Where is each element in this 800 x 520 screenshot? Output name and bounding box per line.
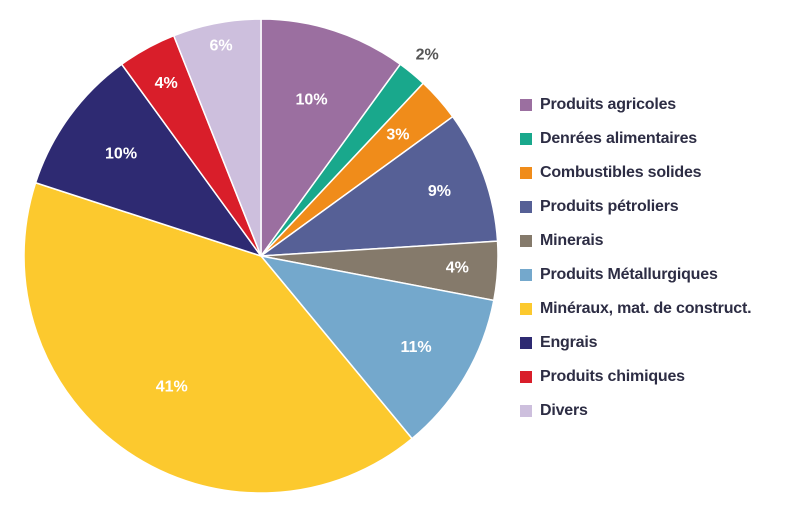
slice-value-label: 10%: [105, 146, 137, 163]
legend-swatch: [520, 269, 532, 281]
slice-value-label: 4%: [446, 260, 469, 277]
slice-value-label: 3%: [386, 127, 409, 144]
pie-slice: [172, 18, 262, 257]
legend-swatch: [520, 133, 532, 145]
legend-swatch: [520, 303, 532, 315]
legend-label: Produits agricoles: [540, 96, 676, 113]
legend-label: Divers: [540, 402, 588, 419]
legend-swatch: [520, 167, 532, 179]
pie-slice: [260, 18, 402, 259]
legend-label: Combustibles solides: [540, 164, 702, 181]
legend-swatch: [520, 337, 532, 349]
legend-item: Combustibles solides: [520, 156, 751, 190]
legend-label: Engrais: [540, 334, 598, 351]
legend-item: Denrées alimentaires: [520, 122, 751, 156]
legend-item: Produits chimiques: [520, 360, 751, 394]
legend-item: Minerais: [520, 224, 751, 258]
slice-value-label: 9%: [428, 183, 451, 200]
legend-label: Produits pétroliers: [540, 198, 679, 215]
pie-slice: [258, 115, 499, 257]
legend-item: Minéraux, mat. de construct.: [520, 292, 752, 326]
slice-value-label: 2%: [416, 46, 439, 63]
legend: Produits agricoles Denrées alimentaires Co…: [520, 88, 752, 428]
legend-label: Minéraux, mat. de construct.: [540, 300, 752, 317]
legend-item: Produits pétroliers: [520, 190, 751, 224]
pie-slice: [259, 254, 495, 440]
legend-swatch: [520, 201, 532, 213]
legend-label: Produits Métallurgiques: [540, 266, 718, 283]
slice-value-label: 11%: [400, 339, 431, 356]
legend-label: Denrées alimentaires: [540, 130, 697, 147]
slice-value-label: 6%: [209, 38, 232, 55]
legend-item: Produits Métallurgiques: [520, 258, 751, 292]
legend-item: Divers: [520, 394, 751, 428]
legend-swatch: [520, 99, 532, 111]
slice-value-label: 10%: [296, 92, 328, 109]
legend-item: Produits agricoles: [520, 88, 751, 122]
legend-item: Engrais: [520, 326, 751, 360]
pie-slice: [34, 63, 263, 258]
legend-label: Produits chimiques: [540, 368, 685, 385]
slice-value-label: 4%: [155, 75, 178, 92]
legend-swatch: [520, 235, 532, 247]
pie-slice: [23, 181, 414, 494]
legend-label: Minerais: [540, 232, 604, 249]
legend-swatch: [520, 371, 532, 383]
legend-swatch: [520, 405, 532, 417]
slice-value-label: 41%: [156, 379, 188, 396]
